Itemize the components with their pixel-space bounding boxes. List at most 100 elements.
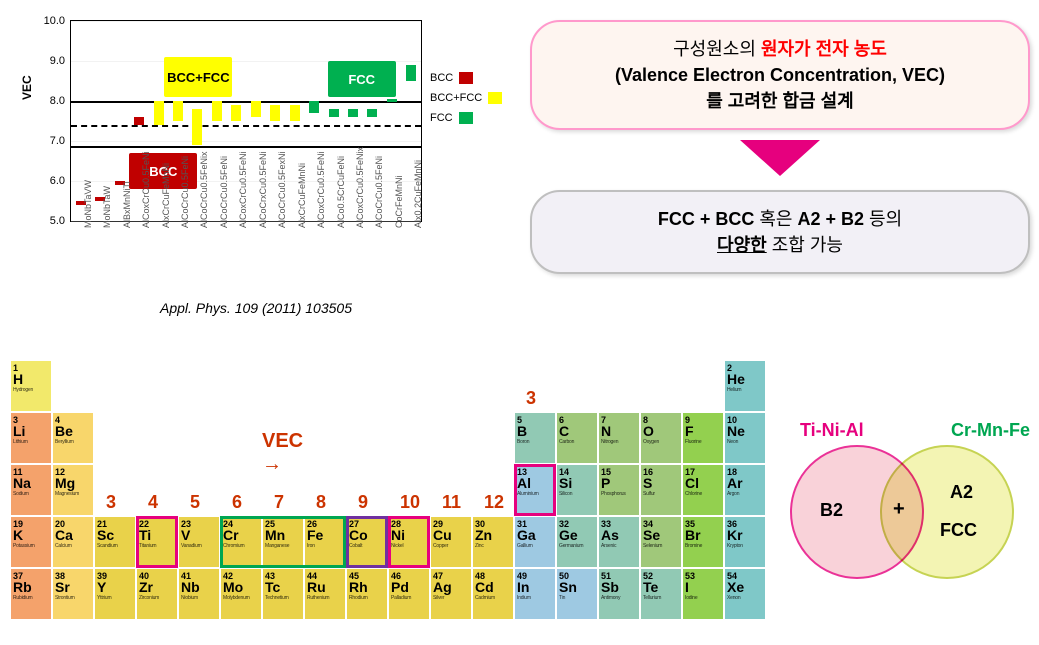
chart-bar	[231, 105, 241, 121]
callout2-c: A2 + B2	[797, 209, 864, 229]
element-cell-O: 8OOxygen	[640, 412, 682, 464]
element-cell-As: 33AsArsenic	[598, 516, 640, 568]
element-cell-Ne: 10NeNeon	[724, 412, 766, 464]
callout1-line3: 를 고려한 합금 설계	[706, 91, 853, 111]
element-cell-Te: 52TeTellurium	[640, 568, 682, 620]
element-cell-Pd: 46PdPalladium	[388, 568, 430, 620]
chart-bar	[329, 109, 339, 117]
group-number: 7	[274, 492, 284, 513]
element-cell-Ag: 47AgSilver	[430, 568, 472, 620]
chart-xlabel: AlCoCrxCu0.5FeNi	[258, 151, 268, 228]
chart-xlabel: MoNbTaVW	[83, 180, 93, 228]
venn-label-b2: B2	[820, 500, 843, 521]
group-number: 9	[358, 492, 368, 513]
element-cell-H: 1HHydrogen	[10, 360, 52, 412]
chart-xlabel: Alx0.2CuFeMnNi	[413, 160, 423, 228]
chart-citation: Appl. Phys. 109 (2011) 103505	[160, 300, 352, 316]
element-frame	[220, 516, 346, 568]
legend-item: BCC+FCC	[430, 88, 502, 108]
element-cell-Li: 3LiLithium	[10, 412, 52, 464]
callout2-e: 다양한	[717, 235, 767, 255]
element-cell-Ca: 20CaCalcium	[52, 516, 94, 568]
chart-xlabel: AlxCrCuFeMnNi	[297, 163, 307, 228]
chart-xlabel: AlCoxCrCu0.5FeNi	[141, 151, 151, 228]
element-cell-Zn: 30ZnZinc	[472, 516, 514, 568]
chart-bar	[348, 109, 358, 117]
venn-label-fcc: FCC	[940, 520, 977, 541]
element-cell-Mg: 12MgMagnesium	[52, 464, 94, 516]
element-cell-Mo: 42MoMolybdenum	[220, 568, 262, 620]
ytick: 9.0	[50, 55, 71, 67]
callout-combinations: FCC + BCC 혹은 A2 + B2 등의 다양한 조합 가능	[530, 190, 1030, 274]
group-number: 3	[106, 492, 116, 513]
chart-xlabel: AlCoCrCu0.5FeNix	[199, 151, 209, 228]
element-cell-Cd: 48CdCadmium	[472, 568, 514, 620]
element-cell-Se: 34SeSelenium	[640, 516, 682, 568]
group-number-extra: 3	[526, 388, 536, 409]
vec-chart: VEC 5.06.07.08.09.010.0BCC+FCCBCCFCC BCC…	[10, 10, 480, 310]
element-cell-Zr: 40ZrZirconium	[136, 568, 178, 620]
chart-xlabel: AlCo0.5CrCuFeNi	[336, 156, 346, 228]
element-cell-Cl: 17ClChlorine	[682, 464, 724, 516]
venn-title-left: Ti-Ni-Al	[800, 420, 864, 441]
element-cell-F: 9FFluorine	[682, 412, 724, 464]
legend-item: BCC	[430, 68, 502, 88]
ytick: 5.0	[50, 215, 71, 227]
chart-ylabel: VEC	[20, 75, 34, 100]
callout1-line2: (Valence Electron Concentration, VEC)	[615, 65, 945, 85]
element-cell-N: 7NNitrogen	[598, 412, 640, 464]
legend-item: FCC	[430, 108, 502, 128]
element-cell-He: 2HeHelium	[724, 360, 766, 412]
ytick: 8.0	[50, 95, 71, 107]
element-frame	[388, 516, 430, 568]
element-frame	[346, 516, 388, 568]
group-number: 4	[148, 492, 158, 513]
element-cell-K: 19KPotassium	[10, 516, 52, 568]
callout1-pre: 구성원소의	[673, 39, 761, 59]
element-cell-Sr: 38SrStrontium	[52, 568, 94, 620]
venn-plus: +	[893, 498, 905, 521]
element-cell-In: 49InIndium	[514, 568, 556, 620]
chart-xlabel: AlxCrCuFeMnNi	[161, 163, 171, 228]
callout-vec-design: 구성원소의 원자가 전자 농도 (Valence Electron Concen…	[530, 20, 1030, 130]
chart-bar	[406, 65, 416, 81]
chart-legend: BCCBCC+FCCFCC	[430, 68, 502, 128]
element-cell-S: 16SSulfur	[640, 464, 682, 516]
ytick: 7.0	[50, 135, 71, 147]
element-cell-V: 23VVanadium	[178, 516, 220, 568]
element-cell-Xe: 54XeXenon	[724, 568, 766, 620]
element-cell-Tc: 43TcTechnetium	[262, 568, 304, 620]
element-cell-P: 15PPhosphorus	[598, 464, 640, 516]
chart-bar	[173, 101, 183, 121]
chart-xlabel: AlCoCrCu0.5FexNi	[277, 151, 287, 228]
vec-arrow-label: VEC →	[262, 430, 303, 476]
element-cell-Nb: 41NbNiobium	[178, 568, 220, 620]
callout1-accent: 원자가 전자 농도	[761, 39, 887, 59]
venn-label-a2: A2	[950, 482, 973, 503]
element-frame	[514, 464, 556, 516]
element-cell-Kr: 36KrKrypton	[724, 516, 766, 568]
ytick: 10.0	[44, 15, 71, 27]
chart-bar	[192, 109, 202, 145]
element-cell-C: 6CCarbon	[556, 412, 598, 464]
group-number: 10	[400, 492, 420, 513]
group-number: 5	[190, 492, 200, 513]
element-cell-Y: 39YYttrium	[94, 568, 136, 620]
element-cell-Be: 4BeBeryllium	[52, 412, 94, 464]
chart-xlabel: AlCoCrCu0.5FeNi	[374, 156, 384, 228]
callout2-b: 혹은	[759, 209, 797, 229]
legend-swatch	[459, 112, 473, 124]
venn-title-right: Cr-Mn-Fe	[951, 420, 1030, 441]
callout2-d: 등의	[869, 209, 902, 229]
chart-bar	[367, 109, 377, 117]
element-cell-Sc: 21ScScandium	[94, 516, 136, 568]
element-cell-Ru: 44RuRuthenium	[304, 568, 346, 620]
ytick: 6.0	[50, 175, 71, 187]
element-cell-B: 5BBoron	[514, 412, 556, 464]
element-cell-Si: 14SiSilicon	[556, 464, 598, 516]
chart-bar	[290, 105, 300, 121]
arrow-down-icon	[740, 140, 820, 176]
element-cell-Cu: 29CuCopper	[430, 516, 472, 568]
chart-bar	[212, 101, 222, 121]
element-cell-I: 53IIodine	[682, 568, 724, 620]
